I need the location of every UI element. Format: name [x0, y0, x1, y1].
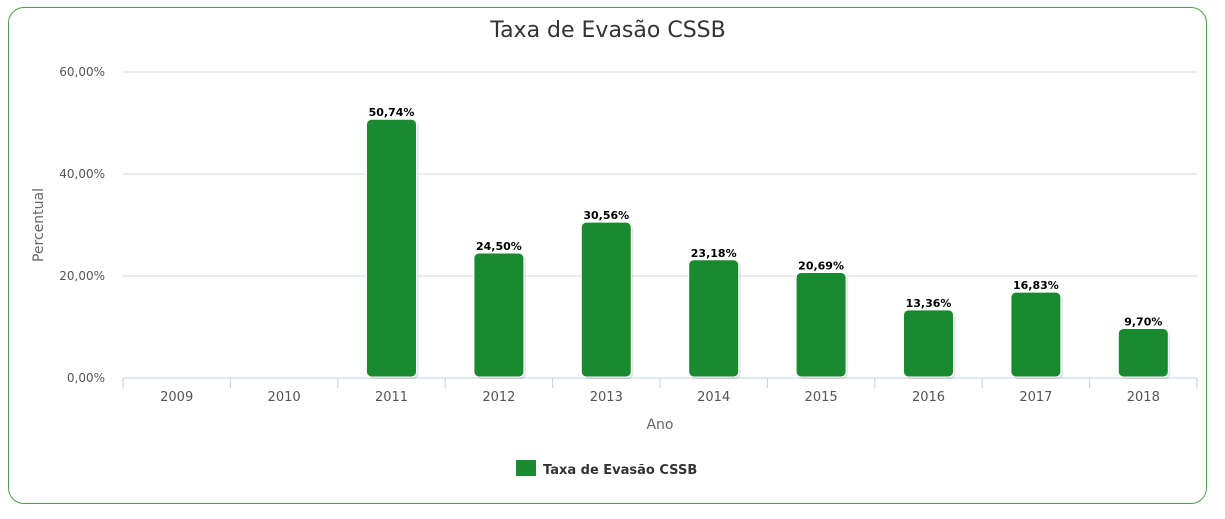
- x-axis-label: Ano: [646, 417, 673, 433]
- x-tick-label: 2010: [268, 390, 301, 405]
- bar[interactable]: [1117, 328, 1169, 378]
- x-tick-label: 2014: [697, 390, 730, 405]
- gridlines: [123, 71, 1197, 277]
- data-labels: 50,74% 24,50% 30,56% 23,18% 20,69% 13,36% 16,8…: [369, 106, 1163, 328]
- data-label: 9,70%: [1124, 316, 1162, 329]
- bar[interactable]: [903, 309, 954, 378]
- bar[interactable]: [688, 259, 740, 378]
- x-tick-label: 2013: [590, 390, 623, 405]
- data-label: 16,83%: [1013, 279, 1059, 292]
- x-axis: 2009 2010 2011 2012 2013 2014 2015 2016 2017 2018: [122, 377, 1198, 405]
- x-tick-label: 2012: [482, 390, 515, 405]
- y-tick-label: 0,00%: [67, 371, 105, 385]
- x-tick-label: 2015: [805, 390, 838, 405]
- data-label: 50,74%: [369, 106, 415, 119]
- y-tick-label: 20,00%: [59, 269, 105, 283]
- x-tick-label: 2009: [160, 390, 193, 405]
- x-tick-label: 2017: [1019, 390, 1052, 405]
- bar[interactable]: [580, 221, 632, 378]
- bar[interactable]: [795, 271, 847, 378]
- bar[interactable]: [1010, 291, 1062, 378]
- data-label: 24,50%: [476, 240, 522, 253]
- x-tick-label: 2016: [912, 390, 945, 405]
- x-tick-label: 2018: [1127, 390, 1160, 405]
- data-label: 30,56%: [583, 209, 629, 222]
- y-axis-ticks: 0,00% 20,00% 40,00% 60,00%: [59, 65, 105, 385]
- y-tick-label: 40,00%: [59, 167, 105, 181]
- x-tick-label: 2011: [375, 390, 408, 405]
- bar[interactable]: [366, 118, 417, 378]
- chart-title: Taxa de Evasão CSSB: [489, 18, 725, 43]
- y-axis-label: Percentual: [31, 188, 47, 262]
- data-label: 13,36%: [906, 297, 952, 310]
- legend[interactable]: Taxa de Evasão CSSB: [516, 460, 697, 478]
- data-label: 20,69%: [798, 259, 844, 272]
- legend-label: Taxa de Evasão CSSB: [543, 463, 697, 478]
- y-tick-label: 60,00%: [59, 65, 105, 79]
- legend-swatch: [516, 460, 536, 476]
- bars: [366, 118, 1171, 379]
- data-label: 23,18%: [691, 247, 737, 260]
- bar[interactable]: [473, 252, 525, 378]
